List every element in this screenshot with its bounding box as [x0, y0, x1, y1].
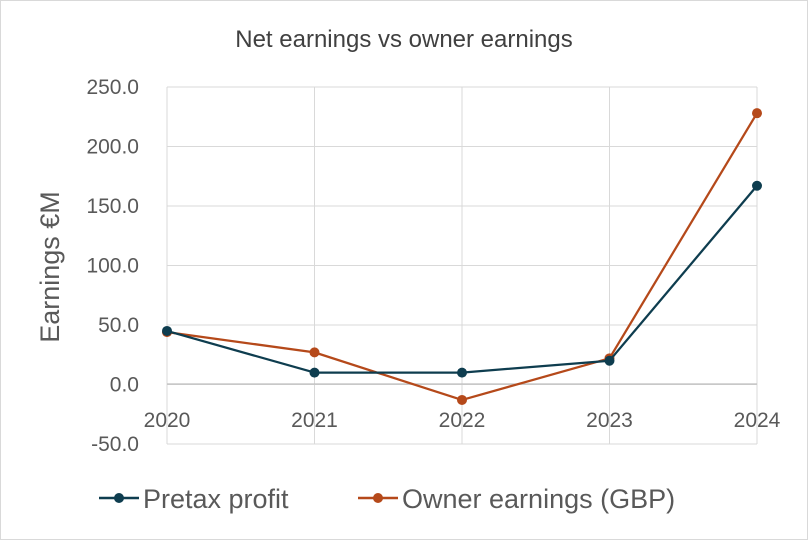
legend-item: Pretax profit: [99, 484, 289, 514]
x-tick-labels: 2020 2021 2022 2023 2024: [144, 409, 781, 432]
legend-marker: [114, 493, 124, 503]
series-0: [162, 180, 762, 378]
x-tick-label: 2022: [439, 409, 486, 432]
y-tick-label: -50.0: [91, 433, 139, 456]
x-tick-label: 2020: [144, 409, 191, 432]
grid-layer: [166, 86, 758, 445]
data-point: [457, 367, 467, 378]
y-tick-label: 250.0: [86, 76, 139, 99]
legend-label: Owner earnings (GBP): [402, 484, 675, 514]
y-axis-label: Earnings €M: [35, 191, 65, 343]
y-tick-label: 200.0: [86, 136, 139, 159]
y-tick-label: 150.0: [86, 195, 139, 218]
x-tick-label: 2021: [291, 409, 338, 432]
y-tick-labels: -50.0 0.0 50.0 100.0 150.0 200.0 250.0: [86, 76, 139, 456]
y-tick-label: 100.0: [86, 255, 139, 278]
legend-item: Owner earnings (GBP): [358, 484, 675, 514]
data-point: [752, 180, 762, 191]
x-tick-label: 2024: [734, 409, 781, 432]
data-point: [604, 355, 615, 366]
data-point: [309, 347, 320, 358]
data-point: [457, 394, 467, 405]
x-tick-label: 2023: [586, 409, 633, 432]
data-point: [309, 367, 320, 378]
legend-label: Pretax profit: [143, 484, 289, 514]
series-layer: [162, 108, 762, 405]
data-point: [752, 108, 762, 119]
y-tick-label: 50.0: [98, 314, 139, 337]
legend-marker: [373, 493, 383, 503]
chart-title: Net earnings vs owner earnings: [235, 26, 573, 53]
y-tick-label: 0.0: [110, 374, 139, 397]
data-point: [162, 325, 172, 336]
legend: Pretax profit Owner earnings (GBP): [99, 484, 675, 514]
